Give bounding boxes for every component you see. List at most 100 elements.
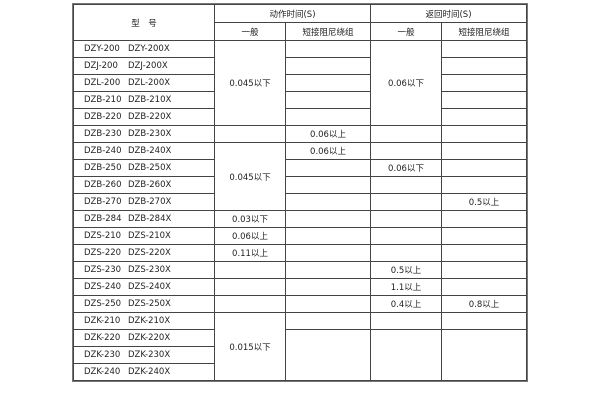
subheader-row: 一般 短接阻尼绕组 一般 短接阻尼绕组 xyxy=(74,22,527,41)
return-short-damping-cell xyxy=(441,261,527,279)
model-a: DZK-220 xyxy=(84,333,121,343)
return-general-cell xyxy=(370,176,442,194)
table-row: DZB-284 DZB-284X 0.03以下 xyxy=(73,210,527,228)
return-general-cell: 1.1以上 xyxy=(370,278,442,296)
model-cell: DZS-210 DZS-210X xyxy=(73,227,215,245)
model-cell: DZS-220 DZS-220X xyxy=(73,244,215,262)
header-model: 型 号 xyxy=(73,4,215,41)
return-short-damping-cell xyxy=(441,227,527,245)
model-b: DZB-284X xyxy=(128,214,172,224)
model-cell: DZB-284 DZB-284X xyxy=(73,210,215,228)
action-short-damping-cell: 0.06以上 xyxy=(285,142,371,160)
action-short-damping-cell: 0.06以上 xyxy=(285,125,371,143)
action-general-cell xyxy=(214,261,286,279)
return-short-damping-cell xyxy=(441,125,527,143)
model-a: DZB-220 xyxy=(84,112,122,122)
action-general-cell xyxy=(214,295,286,313)
return-short-damping-cell xyxy=(441,329,527,381)
model-a: DZJ-200 xyxy=(84,61,118,71)
model-cell: DZY-200 DZY-200X xyxy=(73,40,215,58)
action-short-damping-cell xyxy=(285,193,371,211)
return-short-damping-cell xyxy=(441,244,527,262)
model-cell: DZB-250 DZB-250X xyxy=(73,159,215,177)
action-general-cell: 0.045以下 xyxy=(214,142,286,211)
return-short-damping-cell xyxy=(441,91,527,109)
model-b: DZK-240X xyxy=(128,367,171,377)
model-b: DZK-210X xyxy=(128,316,171,326)
relay-timing-table: 型 号 动作时间(S) 返回时间(S) 一般 短接阻尼绕组 一般 短接阻尼绕组 … xyxy=(72,3,528,382)
return-general-cell xyxy=(370,142,442,160)
table-row: DZB-210 DZB-210X xyxy=(73,91,527,109)
return-short-damping-cell xyxy=(441,108,527,126)
model-b: DZJ-200X xyxy=(128,61,168,71)
model-a: DZB-230 xyxy=(84,129,122,139)
action-short-damping-cell xyxy=(285,227,371,245)
header-action-time: 动作时间(S) xyxy=(214,4,371,23)
model-b: DZK-220X xyxy=(128,333,171,343)
action-short-damping-cell xyxy=(285,329,371,381)
return-general-cell xyxy=(370,244,442,262)
action-general-cell: 0.03以下 xyxy=(214,210,286,228)
header-action-short-damping: 短接阻尼绕组 xyxy=(285,22,371,41)
header-return-time: 返回时间(S) xyxy=(370,4,527,23)
model-a: DZB-250 xyxy=(84,163,122,173)
return-general-cell: 0.4以上 xyxy=(370,295,442,313)
model-a: DZB-210 xyxy=(84,95,122,105)
model-a: DZK-230 xyxy=(84,350,121,360)
header-return-short-damping: 短接阻尼绕组 xyxy=(441,22,527,41)
model-a: DZL-200 xyxy=(84,78,121,88)
return-short-damping-cell xyxy=(441,159,527,177)
table-row: DZS-240 DZS-240X 1.1以上 xyxy=(73,278,527,296)
model-a: DZY-200 xyxy=(84,44,120,54)
model-cell: DZL-200 DZL-200X xyxy=(73,74,215,92)
table-row: DZK-230 DZK-230X xyxy=(73,346,527,364)
model-b: DZL-200X xyxy=(128,78,171,88)
action-general-cell xyxy=(214,278,286,296)
action-short-damping-cell xyxy=(285,91,371,109)
model-a: DZS-240 xyxy=(84,282,122,292)
model-b: DZS-250X xyxy=(128,299,171,309)
return-general-cell xyxy=(370,329,442,381)
return-short-damping-cell xyxy=(441,142,527,160)
header-action-general: 一般 xyxy=(214,22,286,41)
action-short-damping-cell xyxy=(285,74,371,92)
model-cell: DZS-240 DZS-240X xyxy=(73,278,215,296)
model-b: DZB-240X xyxy=(128,146,172,156)
model-cell: DZB-230 DZB-230X xyxy=(73,125,215,143)
model-a: DZS-210 xyxy=(84,231,122,241)
action-short-damping-cell xyxy=(285,278,371,296)
table-row: DZB-240 DZB-240X 0.045以下 0.06以上 xyxy=(73,142,527,211)
table-row: DZK-210 DZK-210X 0.015以下 xyxy=(73,312,527,381)
model-a: DZB-240 xyxy=(84,146,122,156)
model-b: DZS-220X xyxy=(128,248,171,258)
model-cell: DZK-230 DZK-230X xyxy=(73,346,215,364)
model-a: DZS-250 xyxy=(84,299,122,309)
table-row: DZK-240 DZK-240X xyxy=(73,363,527,381)
header-row: 型 号 动作时间(S) 返回时间(S) xyxy=(73,4,527,41)
return-general-cell: 0.06以下 xyxy=(370,159,442,177)
action-short-damping-cell xyxy=(285,159,371,177)
table-row: DZB-220 DZB-220X xyxy=(73,108,527,126)
action-short-damping-cell xyxy=(285,40,371,58)
action-general-cell: 0.015以下 xyxy=(214,312,286,381)
table-row: DZB-270 DZB-270X 0.5以上 xyxy=(73,193,527,211)
return-short-damping-cell xyxy=(441,176,527,194)
model-a: DZK-210 xyxy=(84,316,121,326)
return-general-cell: 0.06以下 xyxy=(370,40,442,126)
return-short-damping-cell xyxy=(441,57,527,75)
return-general-cell xyxy=(370,125,442,143)
return-short-damping-cell xyxy=(441,40,527,58)
model-b: DZB-260X xyxy=(128,180,172,190)
action-short-damping-cell xyxy=(285,244,371,262)
model-a: DZS-230 xyxy=(84,265,122,275)
return-short-damping-cell xyxy=(441,210,527,228)
model-b: DZB-250X xyxy=(128,163,172,173)
model-cell: DZS-250 DZS-250X xyxy=(73,295,215,313)
return-general-cell xyxy=(370,227,442,245)
action-general-cell: 0.06以上 xyxy=(214,227,286,245)
model-cell: DZK-220 DZK-220X xyxy=(73,329,215,347)
model-cell: DZJ-200 DZJ-200X xyxy=(73,57,215,75)
model-a: DZB-260 xyxy=(84,180,122,190)
model-cell: DZS-230 DZS-230X xyxy=(73,261,215,279)
return-short-damping-cell xyxy=(441,312,527,330)
